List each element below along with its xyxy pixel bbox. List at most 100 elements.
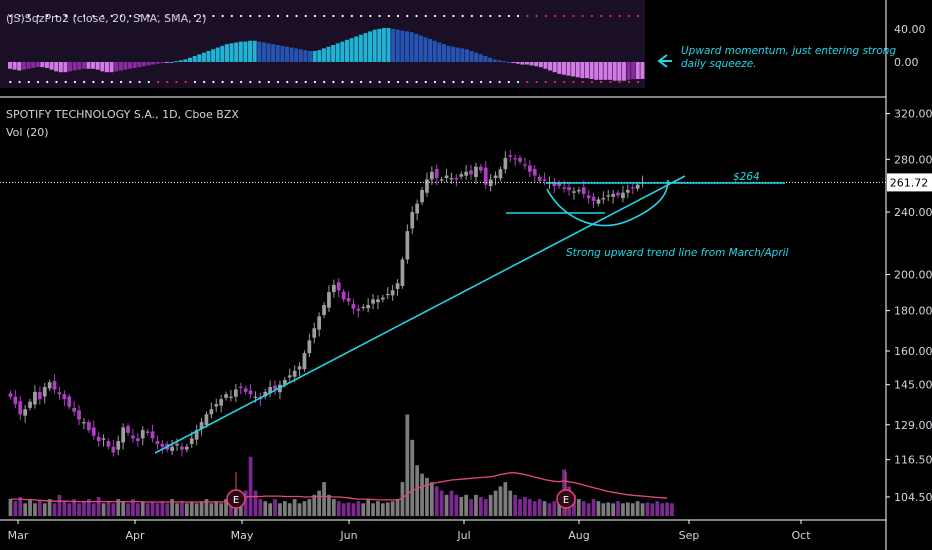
last-price-label: 261.72 xyxy=(887,173,932,192)
candle-body xyxy=(581,187,586,195)
squeeze-dot xyxy=(92,14,95,18)
candle-body xyxy=(576,189,581,192)
volume-bar xyxy=(576,499,581,516)
squeeze-dot xyxy=(73,14,77,18)
volume-bar xyxy=(327,494,331,516)
squeeze-bar xyxy=(257,41,262,62)
volume-bar xyxy=(410,439,415,516)
squeeze-dot xyxy=(110,80,113,84)
time-axis[interactable]: Mar Apr May Jun Jul Aug Sep Oct xyxy=(8,520,812,542)
squeeze-dot xyxy=(119,80,123,84)
candle-body xyxy=(155,441,160,444)
squeeze-bar xyxy=(386,28,391,62)
squeeze-bar xyxy=(428,39,433,62)
volume-bar xyxy=(527,499,532,516)
squeeze-dot xyxy=(36,14,40,18)
volume-bar xyxy=(474,494,478,516)
volume-bar xyxy=(434,486,439,516)
squeeze-dot xyxy=(73,80,77,84)
candle-body xyxy=(635,184,640,189)
candle-body xyxy=(82,422,86,424)
volume-bar xyxy=(625,502,630,516)
candle-body xyxy=(356,308,361,311)
price-axis[interactable]: 320.00 280.00 240.00 200.00 180.00 160.00 145.… xyxy=(886,108,932,504)
candle-body xyxy=(194,430,199,440)
price-tick-label: 104.50 xyxy=(894,491,932,504)
volume-bar xyxy=(189,502,194,516)
squeeze-bar xyxy=(118,62,123,71)
candle-body xyxy=(488,179,493,187)
volume-bar xyxy=(194,503,199,516)
squeeze-bar xyxy=(404,31,409,62)
squeeze-dot xyxy=(424,14,427,18)
candle-body xyxy=(425,179,429,193)
volume-bar xyxy=(616,501,620,516)
indicator-axis[interactable]: 40.00 0.00 xyxy=(894,23,926,69)
squeeze-dot xyxy=(221,80,224,84)
volume-bar xyxy=(57,494,62,516)
earnings-label: E xyxy=(233,495,239,506)
volume-bar xyxy=(77,503,81,516)
squeeze-dot xyxy=(526,80,529,84)
cup-arc[interactable] xyxy=(546,179,669,227)
squeeze-dot xyxy=(240,80,243,84)
squeeze-bar xyxy=(391,28,396,63)
volume-bar xyxy=(611,503,616,516)
squeeze-dot xyxy=(27,14,30,18)
candle-body xyxy=(341,291,346,300)
volume-bar xyxy=(513,494,518,516)
candle-body xyxy=(116,441,121,450)
squeeze-dot xyxy=(212,14,215,18)
candle-body xyxy=(523,164,527,166)
squeeze-bar xyxy=(589,62,594,79)
volume-bar xyxy=(376,501,380,516)
squeeze-dot xyxy=(461,14,464,18)
candle-body xyxy=(263,391,268,397)
squeeze-bar xyxy=(321,48,326,62)
squeeze-dot xyxy=(369,80,372,84)
candle-body xyxy=(429,171,434,180)
squeeze-bar xyxy=(501,61,506,63)
candle-body xyxy=(224,394,228,398)
squeeze-bar xyxy=(21,62,26,70)
time-tick-label: Aug xyxy=(568,529,589,542)
squeeze-bar xyxy=(506,62,511,63)
squeeze-dot xyxy=(9,80,12,84)
squeeze-dot xyxy=(221,14,224,18)
squeeze-bar xyxy=(626,62,631,80)
time-tick-label: Oct xyxy=(791,529,811,542)
squeeze-bar xyxy=(248,40,253,62)
candle-body xyxy=(72,408,77,412)
squeeze-dot xyxy=(415,14,418,18)
squeeze-dot xyxy=(387,80,390,84)
squeeze-dot xyxy=(553,14,557,18)
squeeze-bar xyxy=(381,28,386,62)
squeeze-bar xyxy=(640,62,645,79)
squeeze-bar xyxy=(294,48,299,62)
squeeze-bar xyxy=(169,62,174,63)
volume-bar xyxy=(13,501,18,516)
squeeze-dot xyxy=(516,14,520,18)
volume-bar xyxy=(253,490,258,516)
volume-legend: Vol (20) xyxy=(6,126,49,139)
trend-line[interactable] xyxy=(154,175,686,454)
squeeze-bar xyxy=(580,62,585,79)
squeeze-dot xyxy=(396,14,400,18)
squeeze-bar xyxy=(155,62,160,64)
squeeze-dot xyxy=(544,80,547,84)
squeeze-bar xyxy=(141,62,146,67)
candle-body xyxy=(253,396,258,398)
squeeze-bar xyxy=(317,50,322,62)
candle-body xyxy=(518,157,522,162)
squeeze-bar xyxy=(312,50,317,62)
squeeze-bar xyxy=(340,41,345,62)
squeeze-dot xyxy=(175,80,178,84)
squeeze-bar xyxy=(446,45,451,62)
squeeze-bar xyxy=(68,62,73,72)
squeeze-bar xyxy=(91,62,96,69)
volume-bar xyxy=(469,499,473,516)
squeeze-bar xyxy=(326,46,331,62)
squeeze-dot xyxy=(193,80,197,84)
squeeze-dot xyxy=(230,14,233,18)
